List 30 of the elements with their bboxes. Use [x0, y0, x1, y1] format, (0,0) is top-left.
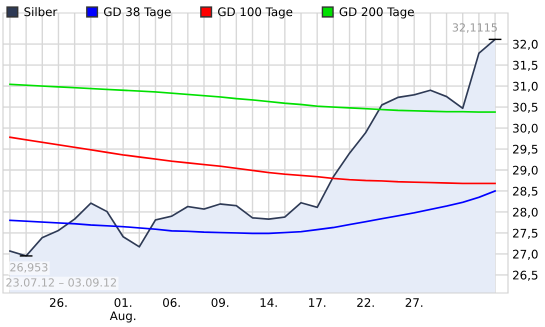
line-series: [9, 84, 496, 113]
y-tick-label: 32,0: [513, 40, 538, 50]
line-series: [9, 136, 496, 184]
y-tick-label: 28,5: [513, 186, 538, 197]
annotation: 26,953: [10, 263, 48, 273]
x-tick-label: 01. Aug.: [110, 298, 136, 323]
y-tick-label: 26,5: [513, 270, 538, 281]
legend-label: GD 38 Tage: [104, 7, 171, 19]
x-tick-label: 22.: [357, 298, 374, 307]
x-tick-label: 26.: [50, 298, 67, 307]
y-tick-label: 31,5: [513, 60, 538, 71]
legend-label: Silber: [24, 7, 58, 16]
annotation: 23.07.12 – 03.09.12: [6, 278, 116, 287]
legend-label: GD 100 Tage: [218, 7, 292, 19]
x-tick-label: 27.: [406, 298, 422, 307]
y-tick-label: 30,0: [513, 124, 538, 134]
y-tick-label: 29,0: [513, 166, 538, 176]
x-tick-label: 06.: [163, 298, 180, 307]
annotation: 32,1115: [452, 23, 497, 33]
y-tick-label: 27,0: [513, 250, 538, 260]
y-tick-label: 30,5: [513, 102, 538, 113]
y-tick-label: 31,0: [513, 82, 538, 92]
y-tick-label: 27,5: [513, 228, 538, 239]
legend-label: GD 200 Tage: [340, 7, 414, 19]
y-tick-label: 29,5: [513, 144, 538, 155]
x-tick-label: 09.: [212, 298, 228, 307]
line-series: [9, 190, 496, 234]
y-tick-label: 28,0: [513, 208, 538, 218]
x-tick-label: 14.: [260, 298, 277, 307]
x-tick-label: 17.: [309, 298, 326, 307]
